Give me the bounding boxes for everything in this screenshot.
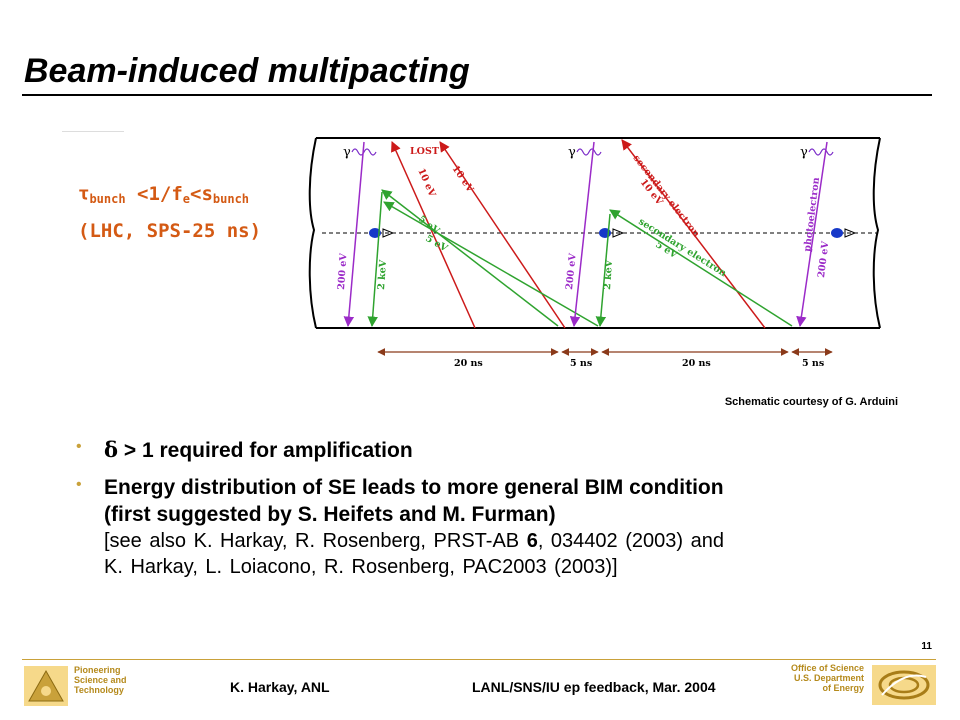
- energy-label: 5 eV: [424, 233, 450, 255]
- reference-text: , 034402 (2003) and: [537, 530, 724, 552]
- photon-symbol: γ: [343, 145, 351, 160]
- bullet-list: • δ > 1 required for amplification • Ene…: [76, 436, 936, 590]
- footer-divider: [22, 659, 936, 660]
- doe-line: of Energy: [822, 683, 864, 693]
- bullet-text: δ > 1 required for amplification: [104, 436, 936, 464]
- argonne-logo-icon: [24, 666, 68, 706]
- footer-event: LANL/SNS/IU ep feedback, Mar. 2004: [472, 679, 716, 695]
- anl-tagline: Pioneering Science and Technology: [74, 665, 127, 695]
- lost-label: LOST: [410, 146, 439, 157]
- photon-wave: [351, 148, 377, 156]
- tagline-line: Pioneering: [74, 665, 121, 675]
- timing-labels: 20 ns 5 ns 20 ns 5 ns: [454, 358, 824, 369]
- e-subscript: e: [182, 192, 191, 206]
- energy-labels: LOST 10 eV 10 eV 5 eV 5 eV 200 eV 2 keV …: [336, 146, 831, 290]
- multipacting-condition: τbunch <1/fe<sbunch (LHC, SPS-25 ns): [78, 178, 261, 247]
- bullet-marker: •: [76, 438, 82, 455]
- energy-label: 10 eV: [450, 164, 476, 195]
- reference-text: [see also K. Harkay, R. Rosenberg, PRST-…: [104, 530, 527, 552]
- energy-label: 200 eV: [564, 252, 579, 290]
- energy-label: 200 eV: [816, 240, 831, 278]
- doe-line: U.S. Department: [793, 673, 864, 683]
- photons: γ γ γ: [343, 145, 834, 160]
- tagline-line: Science and: [74, 675, 127, 685]
- bunch-subscript-2: bunch: [212, 192, 250, 206]
- beam-pipe: [308, 137, 881, 329]
- condition-s: <s: [190, 183, 213, 205]
- tagline-line: Technology: [74, 685, 124, 695]
- interval-label: 20 ns: [682, 358, 711, 369]
- tau-symbol: τ: [78, 183, 90, 205]
- proton-bunch: [831, 228, 857, 238]
- slide-title: Beam-induced multipacting: [24, 52, 470, 90]
- condition-inequality: τbunch <1/fe<sbunch: [78, 178, 261, 215]
- photon-wave: [576, 148, 602, 156]
- bullet-item: • Energy distribution of SE leads to mor…: [76, 474, 936, 580]
- photon-wave: [808, 148, 834, 156]
- condition-machines: (LHC, SPS-25 ns): [78, 220, 262, 242]
- interval-label: 5 ns: [570, 358, 592, 369]
- energy-label: 2 keV: [602, 259, 615, 290]
- footer-author: K. Harkay, ANL: [230, 679, 330, 695]
- schematic-credit: Schematic courtesy of G. Arduini: [724, 396, 898, 408]
- bim-condition-line1: Energy distribution of SE leads to more …: [104, 476, 724, 499]
- multipacting-schematic: γ γ γ LOST 10 eV 10 eV 5 eV 5 eV 200 eV …: [308, 137, 881, 369]
- amplification-text: > 1 required for amplification: [118, 439, 413, 462]
- reference-volume: 6: [526, 530, 538, 552]
- title-divider: [22, 94, 932, 96]
- interval-label: 5 ns: [802, 358, 824, 369]
- photoelectron-arrows: [343, 141, 828, 328]
- bullet-item: • δ > 1 required for amplification: [76, 436, 936, 464]
- doe-seal-icon: [872, 665, 936, 705]
- page-number: 11: [921, 641, 932, 652]
- doe-line: Office of Science: [790, 663, 864, 673]
- reference-line2: K. Harkay, L. Loiacono, R. Rosenberg, PA…: [104, 556, 618, 578]
- reference-line1: [see also K. Harkay, R. Rosenberg, PRST-…: [104, 528, 936, 554]
- condition-fe: <1/f: [125, 183, 183, 205]
- lost-electron-arrows: [391, 139, 766, 329]
- interval-label: 20 ns: [454, 358, 483, 369]
- proton-bunch: [369, 228, 395, 238]
- energy-label: 10 eV: [415, 167, 437, 199]
- bim-condition-line2: (first suggested by S. Heifets and M. Fu…: [104, 503, 556, 526]
- doe-office-label: Office of Science U.S. Department of Ene…: [791, 663, 864, 693]
- bunch-subscript: bunch: [89, 192, 126, 206]
- bullet-marker: •: [76, 476, 82, 493]
- energy-label: 2 keV: [376, 259, 389, 290]
- photon-symbol: γ: [800, 145, 808, 160]
- faint-rule: [62, 131, 124, 132]
- energy-label: 200 eV: [336, 252, 350, 290]
- photon-symbol: γ: [568, 145, 576, 160]
- photoelectron-label: photoelectron: [802, 177, 822, 253]
- secondary-electron-arrows: [367, 189, 793, 328]
- delta-symbol: δ: [104, 437, 119, 462]
